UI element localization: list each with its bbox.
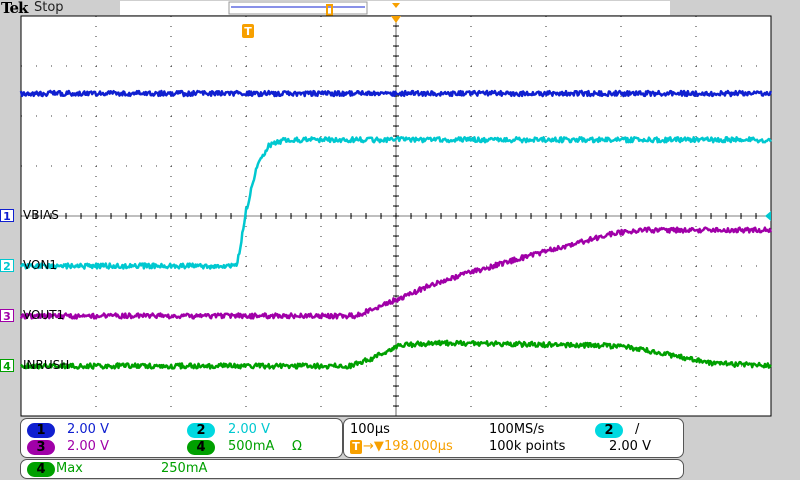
- ch1-label: VBIAS: [23, 208, 59, 222]
- ch2-scale: 2.00 V: [228, 422, 270, 437]
- measurement-label: Max: [56, 461, 83, 476]
- ch3-badge[interactable]: 3: [27, 440, 55, 455]
- record-length: 100k points: [489, 439, 566, 454]
- horizontal-scale: 100µs: [350, 422, 390, 437]
- waveform-ch3: [19, 226, 772, 320]
- trigger-source-badge[interactable]: 2: [595, 423, 623, 438]
- vertical-settings-panel[interactable]: 1 2.00 V 3 2.00 V 2 2.00 V 4 500mA Ω: [20, 418, 343, 458]
- ch1-badge[interactable]: 1: [27, 423, 55, 438]
- waveform-ch2: [19, 136, 772, 270]
- trigger-level-icon: [765, 211, 771, 221]
- waveform-display: T: [19, 1, 772, 417]
- waveform-ch1: [19, 89, 772, 98]
- trigger-arrow-icon: →▼: [363, 439, 384, 454]
- ch1-ground-marker[interactable]: 1: [0, 209, 14, 223]
- record-window-bracket: [228, 1, 368, 15]
- ohm-icon: Ω: [292, 439, 302, 454]
- rising-edge-icon: /: [635, 422, 640, 437]
- ch2-ground-marker[interactable]: 2: [0, 259, 14, 273]
- trigger-level: 2.00 V: [609, 439, 651, 454]
- trigger-icon: T: [350, 440, 362, 454]
- record-view-bar: [120, 1, 670, 15]
- expansion-point-icon: [391, 16, 401, 23]
- record-expansion-icon: [392, 3, 400, 8]
- measurement-source-badge: 4: [27, 462, 55, 477]
- brand-logo: Tek: [1, 0, 28, 17]
- ch3-ground-marker[interactable]: 3: [0, 309, 14, 323]
- ch2-badge[interactable]: 2: [187, 423, 215, 438]
- trigger-position-icon: [242, 24, 254, 38]
- measurement-value: 250mA: [161, 461, 208, 476]
- trigger-position-label: T: [244, 25, 252, 38]
- ch3-label: VOUT1: [23, 308, 65, 322]
- measurement-panel[interactable]: 4 Max 250mA: [20, 459, 684, 479]
- horizontal-settings-panel[interactable]: 100µs T →▼ 198.000µs 100MS/s 100k points…: [343, 418, 684, 458]
- ch1-scale: 2.00 V: [67, 422, 109, 437]
- sample-rate: 100MS/s: [489, 422, 545, 437]
- acquisition-state: Stop: [34, 0, 64, 15]
- ch2-label: VON1: [23, 258, 58, 272]
- ch4-badge[interactable]: 4: [187, 440, 215, 455]
- record-trigger-marker: [326, 4, 333, 16]
- trigger-position: 198.000µs: [384, 439, 453, 454]
- waveform-ch4: [19, 339, 772, 370]
- ch4-scale: 500mA: [228, 439, 275, 454]
- ch3-scale: 2.00 V: [67, 439, 109, 454]
- ch4-ground-marker[interactable]: 4: [0, 359, 14, 373]
- ch4-label: INRUSH: [23, 358, 70, 372]
